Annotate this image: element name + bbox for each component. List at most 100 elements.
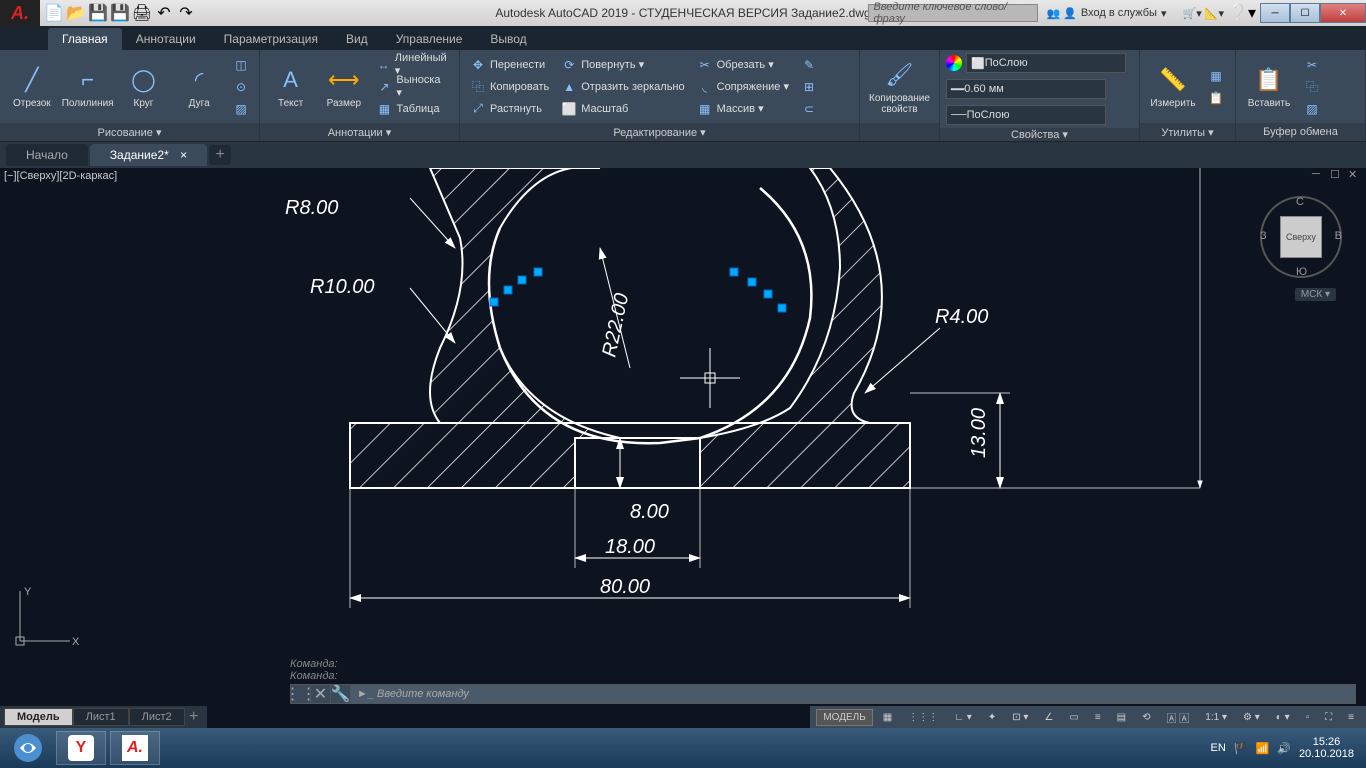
tab-manage[interactable]: Управление (382, 28, 477, 50)
draw-extra3[interactable]: ▨ (229, 98, 253, 119)
cmd-handle-icon[interactable]: ⋮⋮ (291, 684, 311, 704)
polyline-button[interactable]: ⌐Полилиния (62, 53, 114, 121)
status-dyn-icon[interactable]: ▭ (1063, 710, 1084, 725)
layout-tab-sheet1[interactable]: Лист1 (73, 708, 129, 726)
qat-plot-icon[interactable]: 🖨 (132, 3, 152, 23)
tab-view[interactable]: Вид (332, 28, 382, 50)
circle-button[interactable]: ◯Круг (118, 53, 170, 121)
tray-flag-icon[interactable]: 🏴 (1234, 742, 1248, 755)
line-button[interactable]: ╱Отрезок (6, 53, 58, 121)
lineweight-combo[interactable]: ━━ 0.60 мм (946, 79, 1106, 99)
layout-tab-sheet2[interactable]: Лист2 (129, 708, 185, 726)
panel-props-label[interactable]: Свойства ▾ (940, 128, 1139, 141)
tab-annotations[interactable]: Аннотации (122, 28, 210, 50)
status-polar-icon[interactable]: ✦ (982, 710, 1002, 725)
help-icon[interactable]: ❔▾ (1232, 3, 1252, 23)
tab-home[interactable]: Главная (48, 28, 122, 50)
add-tab-button[interactable]: + (209, 145, 231, 165)
tray-vol-icon[interactable]: 🔊 (1277, 742, 1291, 755)
qat-saveas-icon[interactable]: 💾 (110, 3, 130, 23)
task-browser[interactable]: Y (56, 731, 106, 765)
status-grid-icon[interactable]: ▦ (877, 710, 898, 725)
status-custom-icon[interactable]: ≡ (1342, 710, 1360, 725)
copy-button[interactable]: ⿻Копировать (466, 76, 553, 97)
status-ws-icon[interactable]: ◐ ▾ (1270, 710, 1296, 725)
edit-ex2[interactable]: ⊞ (797, 76, 821, 97)
qat-undo-icon[interactable]: ↶ (154, 3, 174, 23)
cmd-close-icon[interactable]: ✕ (311, 684, 331, 704)
app-logo[interactable]: A. (0, 0, 40, 26)
status-scale[interactable]: 1:1 ▾ (1199, 710, 1233, 725)
maximize-button[interactable]: ☐ (1290, 3, 1320, 23)
tray-date[interactable]: 20.10.2018 (1299, 748, 1354, 760)
layout-tab-model[interactable]: Модель (4, 708, 73, 726)
stretch-button[interactable]: ⤢Растянуть (466, 98, 553, 119)
qat-save-icon[interactable]: 💾 (88, 3, 108, 23)
panel-util-label[interactable]: Утилиты ▾ (1140, 123, 1235, 141)
file-tab-start[interactable]: Начало (6, 144, 88, 166)
paste-button[interactable]: 📋Вставить (1242, 53, 1296, 121)
status-track-icon[interactable]: ∠ (1038, 710, 1059, 725)
layer-color-icon[interactable] (946, 55, 962, 71)
close-button[interactable]: ✕ (1320, 3, 1366, 23)
qat-redo-icon[interactable]: ↷ (176, 3, 196, 23)
drawing-canvas[interactable]: [−][Сверху][2D-каркас] ─ ☐ ✕ Сверху С Ю … (0, 168, 1366, 706)
layout-add-button[interactable]: + (185, 708, 203, 726)
selection-grips[interactable] (490, 268, 786, 312)
ucs-icon[interactable]: YX (10, 581, 80, 656)
linear-dim-button[interactable]: ↔Линейный ▾ (372, 54, 453, 75)
fillet-button[interactable]: ◟Сопряжение ▾ (693, 76, 793, 97)
draw-extra1[interactable]: ◫ (229, 54, 253, 75)
status-ortho-icon[interactable]: ∟ ▾ (948, 710, 978, 725)
status-iso-icon[interactable]: ▫ (1300, 710, 1316, 725)
panel-annot-label[interactable]: Аннотации ▾ (260, 123, 459, 141)
util-ex2[interactable]: 📋 (1204, 87, 1228, 108)
qat-new-icon[interactable]: 📄 (44, 3, 64, 23)
search-input[interactable]: Введите ключевое слово/фразу (868, 4, 1038, 22)
status-anno-icon[interactable]: 🄰 🄰 (1161, 708, 1196, 727)
cb-ex1[interactable]: ✂ (1300, 54, 1324, 75)
draw-extra2[interactable]: ⊙ (229, 76, 253, 97)
linetype-combo[interactable]: ── ПоСлою (946, 105, 1106, 125)
file-tab-current[interactable]: Задание2* × (90, 144, 207, 166)
edit-ex1[interactable]: ✎ (797, 54, 821, 75)
minimize-button[interactable]: ─ (1260, 3, 1290, 23)
color-combo[interactable]: ⬜ ПоСлою (966, 53, 1126, 73)
qat-open-icon[interactable]: 📂 (66, 3, 86, 23)
status-cycle-icon[interactable]: ⟲ (1136, 710, 1156, 725)
measure-button[interactable]: 📏Измерить (1146, 53, 1200, 121)
dimension-button[interactable]: ⟷Размер (319, 53, 368, 121)
status-trans-icon[interactable]: ▤ (1111, 710, 1132, 725)
panel-edit-label[interactable]: Редактирование ▾ (460, 123, 859, 141)
arc-button[interactable]: ◜Дуга (173, 53, 225, 121)
exchange-icon[interactable]: 🛒▾ 📐▾ (1183, 7, 1225, 20)
panel-draw-label[interactable]: Рисование ▾ (0, 123, 259, 141)
array-button[interactable]: ▦Массив ▾ (693, 98, 793, 119)
panel-cb-label[interactable]: Буфер обмена (1236, 123, 1365, 141)
matchprop-button[interactable]: 🖌Копирование свойств (866, 53, 933, 121)
cmd-recent-icon[interactable]: 🔧 (331, 684, 351, 704)
task-autocad[interactable]: A. (110, 731, 160, 765)
signin-menu[interactable]: 👥 👤 Вход в службы ▾ (1046, 7, 1166, 20)
command-line[interactable]: ⋮⋮ ✕ 🔧 ►_ Введите команду (290, 684, 1356, 704)
leader-button[interactable]: ↗Выноска ▾ (372, 76, 453, 97)
table-button[interactable]: ▦Таблица (372, 98, 453, 119)
close-tab-icon[interactable]: × (180, 148, 187, 162)
move-button[interactable]: ✥Перенести (466, 54, 553, 75)
status-model[interactable]: МОДЕЛЬ (816, 709, 872, 726)
scale-button[interactable]: ⬜Масштаб (557, 98, 688, 119)
mirror-button[interactable]: ▲Отразить зеркально (557, 76, 688, 97)
cmd-input[interactable]: ►_ Введите команду (351, 685, 1355, 703)
tray-net-icon[interactable]: 📶 (1256, 742, 1270, 755)
start-button[interactable] (4, 730, 52, 766)
status-osnap-icon[interactable]: ⊡ ▾ (1006, 710, 1034, 725)
status-gear-icon[interactable]: ⚙ ▾ (1237, 710, 1266, 725)
text-button[interactable]: AТекст (266, 53, 315, 121)
tray-lang[interactable]: EN (1211, 742, 1226, 754)
tab-parametric[interactable]: Параметризация (210, 28, 332, 50)
status-snap-icon[interactable]: ⋮⋮⋮ (902, 710, 944, 725)
status-max-icon[interactable]: ⛶ (1319, 710, 1338, 725)
trim-button[interactable]: ✂Обрезать ▾ (693, 54, 793, 75)
status-lwt-icon[interactable]: ≡ (1089, 710, 1107, 725)
util-ex1[interactable]: ▦ (1204, 65, 1228, 86)
